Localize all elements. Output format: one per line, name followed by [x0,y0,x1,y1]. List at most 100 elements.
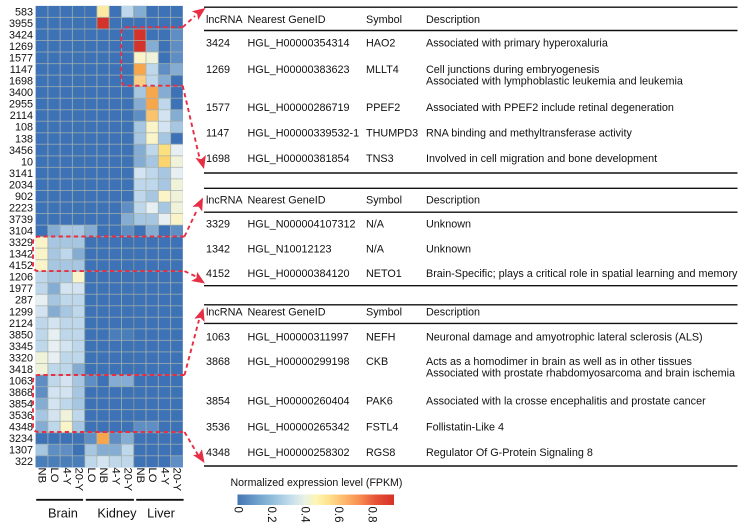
svg-text:1977: 1977 [9,283,33,295]
svg-text:4152: 4152 [206,268,230,280]
svg-text:NB: NB [97,468,109,484]
svg-text:1147: 1147 [10,64,33,76]
svg-text:3536: 3536 [206,421,230,433]
svg-text:Unknown: Unknown [426,244,471,256]
svg-text:3345: 3345 [9,341,33,353]
svg-text:Description: Description [426,307,480,319]
svg-text:3320: 3320 [9,352,33,364]
svg-text:PPEF2: PPEF2 [366,102,400,114]
svg-text:Associated with lymphoblastic: Associated with lymphoblastic leukemia a… [426,75,683,87]
svg-text:3868: 3868 [206,356,230,368]
svg-text:Associated with PPEF2 include: Associated with PPEF2 include retinal de… [426,102,674,114]
svg-text:287: 287 [15,295,33,307]
svg-text:3329: 3329 [9,237,33,249]
svg-text:3868: 3868 [9,387,33,399]
svg-text:2034: 2034 [9,179,33,191]
svg-text:20-Y: 20-Y [73,468,85,492]
svg-text:3854: 3854 [206,396,230,408]
svg-text:HGL_H00000354314: HGL_H00000354314 [248,38,350,50]
svg-text:LO: LO [85,468,97,483]
svg-text:3234: 3234 [9,433,33,445]
svg-text:lncRNA: lncRNA [206,307,243,319]
svg-text:LO: LO [48,468,60,483]
svg-text:Symbol: Symbol [366,307,402,319]
svg-text:2955: 2955 [9,99,33,111]
svg-text:2223: 2223 [9,203,33,215]
svg-text:Symbol: Symbol [366,195,402,207]
svg-text:Unknown: Unknown [426,219,471,231]
svg-text:THUMPD3: THUMPD3 [366,128,418,140]
svg-text:Description: Description [426,14,480,26]
svg-text:Involved in cell migration and: Involved in cell migration and bone deve… [426,153,657,165]
svg-text:0: 0 [231,507,243,513]
svg-text:322: 322 [15,456,33,468]
svg-text:N/A: N/A [366,219,385,231]
svg-text:MLLT4: MLLT4 [366,64,399,76]
svg-text:lncRNA: lncRNA [206,14,243,26]
svg-text:HGL_H00000381854: HGL_H00000381854 [248,153,350,165]
svg-text:20-Y: 20-Y [171,468,183,492]
svg-text:1269: 1269 [9,41,33,53]
svg-text:Follistatin-Like 4: Follistatin-Like 4 [426,421,504,433]
svg-text:20-Y: 20-Y [122,468,134,492]
svg-text:3418: 3418 [9,364,33,376]
svg-text:Nearest GeneID: Nearest GeneID [248,195,326,207]
svg-text:1342: 1342 [206,244,230,256]
svg-text:TNS3: TNS3 [366,153,394,165]
svg-text:PAK6: PAK6 [366,396,393,408]
svg-text:CKB: CKB [366,356,388,368]
svg-text:108: 108 [15,122,33,134]
svg-text:3400: 3400 [9,87,33,99]
svg-text:1577: 1577 [9,53,33,65]
svg-text:1299: 1299 [9,306,33,318]
svg-text:Acts as a homodimer in brain a: Acts as a homodimer in brain as well as … [426,356,692,368]
svg-text:Associated with la crosse ence: Associated with la crosse encephalitis a… [426,396,706,408]
svg-text:NETO1: NETO1 [366,268,402,280]
svg-text:4348: 4348 [206,447,230,459]
svg-text:902: 902 [15,191,33,203]
svg-text:HGL_H00000265342: HGL_H00000265342 [248,421,350,433]
svg-text:Kidney: Kidney [97,506,137,521]
svg-text:1147: 1147 [206,128,229,140]
svg-text:3850: 3850 [9,329,33,341]
svg-text:4-Y: 4-Y [109,468,121,486]
svg-text:1269: 1269 [206,64,230,76]
svg-text:HGL_H00000384120: HGL_H00000384120 [248,268,350,280]
svg-text:NEFH: NEFH [366,331,395,343]
svg-text:Description: Description [426,195,480,207]
svg-text:4-Y: 4-Y [60,468,72,486]
svg-text:Neuronal damage and amyotrophi: Neuronal damage and amyotrophic lateral … [426,331,703,343]
svg-text:Symbol: Symbol [366,14,402,26]
svg-text:1307: 1307 [9,445,33,457]
svg-text:1342: 1342 [9,249,33,261]
svg-text:4348: 4348 [9,422,33,434]
svg-text:3104: 3104 [9,226,33,238]
svg-text:HGL_H00000258302: HGL_H00000258302 [248,447,350,459]
svg-text:Cell junctions during embryoge: Cell junctions during embryogenesis [426,64,600,76]
svg-text:N/A: N/A [366,244,385,256]
svg-text:138: 138 [15,133,33,145]
svg-text:3456: 3456 [9,145,33,157]
svg-text:1063: 1063 [206,331,230,343]
svg-text:Nearest GeneID: Nearest GeneID [248,307,326,319]
svg-text:HAO2: HAO2 [366,38,395,50]
svg-text:HGL_H00000339532-1: HGL_H00000339532-1 [248,128,360,140]
svg-text:Associated with primary hypero: Associated with primary hyperoxaluria [426,38,608,50]
svg-text:NB: NB [36,468,48,484]
svg-text:HGL_H00000311997: HGL_H00000311997 [248,331,349,343]
svg-text:HGL_N10012123: HGL_N10012123 [248,244,332,256]
svg-text:Nearest GeneID: Nearest GeneID [248,14,326,26]
svg-text:1698: 1698 [9,76,33,88]
svg-text:3739: 3739 [9,214,33,226]
svg-text:4152: 4152 [9,260,33,272]
svg-text:HGL_H00000260404: HGL_H00000260404 [248,396,350,408]
svg-text:LO: LO [146,468,158,483]
svg-text:HGL_H00000383623: HGL_H00000383623 [248,64,350,76]
svg-text:3141: 3141 [9,168,33,180]
svg-text:4-Y: 4-Y [158,468,170,486]
svg-text:0.4: 0.4 [298,507,310,524]
svg-text:0.8: 0.8 [365,507,377,523]
svg-text:Brain: Brain [48,506,78,521]
svg-text:583: 583 [15,6,33,18]
svg-text:lncRNA: lncRNA [206,195,243,207]
